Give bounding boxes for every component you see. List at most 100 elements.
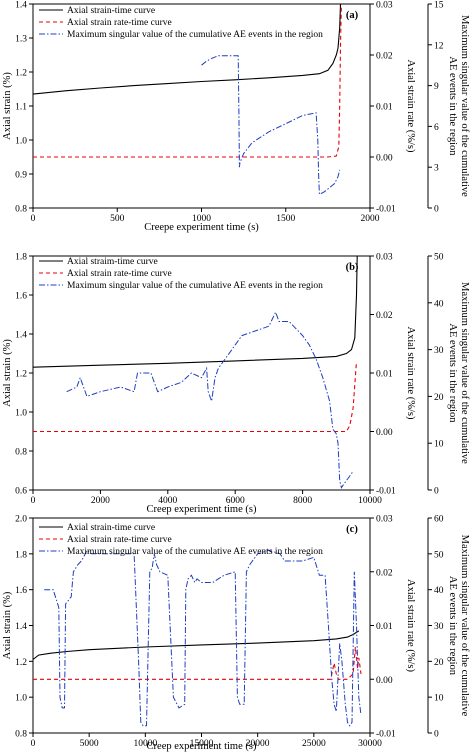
y-tick-label: 2.0: [15, 515, 27, 525]
y-tick-label: 0.9: [15, 171, 27, 181]
x-tick-label: 15000: [190, 739, 214, 749]
legend-entry-3: Maximum singular value of the cumulative…: [67, 29, 323, 40]
series-line-2: [33, 361, 358, 433]
y-tick-label: 1.3: [15, 35, 27, 45]
y-tick-label: 0.8: [15, 730, 27, 740]
series-line-3: [201, 55, 341, 196]
x-tick-label: 0: [31, 739, 36, 749]
y3-tick-label: 12: [434, 41, 444, 51]
series-line-3: [66, 310, 354, 489]
x-tick-label: 2000: [361, 214, 380, 224]
y-tick-label: 1.8: [15, 550, 27, 560]
y-tick-label: 1.6: [15, 586, 27, 596]
y3-tick-label: 0: [434, 205, 439, 215]
y3-tick-label: 3: [434, 164, 439, 174]
y2-tick-label: -0.01: [376, 205, 396, 215]
y2-tick-label: 0.00: [376, 428, 393, 438]
y2-axis-label: Axial strain rate (%/s): [405, 579, 416, 673]
x-tick-label: 0: [31, 496, 36, 506]
legend-entry-1: Axial strain-time curve: [67, 6, 155, 16]
y-tick-label: 1.8: [15, 253, 27, 263]
y-axis-label: Axial strain (%): [2, 72, 13, 140]
y-tick-label: 0.8: [15, 205, 27, 215]
series-line-1: [32, 630, 360, 660]
y2-tick-label: 0.02: [376, 568, 393, 578]
y3-axis-label-line2: AE events in the region: [447, 576, 458, 676]
legend-entry-2: Axial strain rate-time curve: [67, 18, 172, 28]
x-tick-label: 5000: [80, 739, 99, 749]
x-tick-label: 2000: [91, 496, 110, 506]
y3-tick-label: 30: [434, 346, 444, 356]
y2-tick-label: 0.01: [376, 103, 393, 113]
legend-entry-1: Axial straim-time curve: [67, 257, 158, 267]
y3-tick-label: 15: [434, 1, 444, 11]
legend-entry-3: Maximum singular value of the cumulative…: [67, 280, 323, 291]
x-axis-label: Creepe experiment time (s): [144, 222, 259, 233]
y3-tick-label: 30: [434, 622, 444, 632]
series-line-2: [33, 646, 362, 680]
y3-axis-label-line1: Maximum singular value of the cumulative: [459, 15, 470, 197]
x-tick-label: 1000: [192, 214, 211, 224]
chart-panel-c: 0 5000 10000 15000 20000 25000 30000 0.8 1.0 1.2 1…: [2, 515, 470, 753]
y-tick-label: 1.0: [15, 137, 27, 147]
y-tick-label: 1.2: [15, 69, 27, 79]
y2-tick-label: -0.01: [376, 487, 396, 497]
y2-tick-label: 0.00: [376, 154, 393, 164]
x-tick-label: 4000: [158, 496, 177, 506]
y2-axis-label: Axial strain rate (%/s): [405, 59, 416, 153]
y-tick-label: 1.4: [15, 622, 27, 632]
y3-axis-label-line1: Maximum singular value of the cumulative: [459, 282, 470, 464]
legend-entry-2: Axial strain rate-time curve: [67, 535, 172, 545]
x-axis-label: Creep experiment time (s): [147, 741, 257, 752]
y2-tick-label: 0.03: [376, 1, 393, 11]
y2-tick-label: 0.00: [376, 676, 393, 686]
y3-tick-label: 9: [434, 82, 439, 92]
legend-entry-1: Axial strain-time curve: [67, 523, 155, 533]
x-tick-label: 10000: [358, 496, 382, 506]
y-axis-label: Axial strain (%): [2, 339, 13, 407]
x-tick-label: 8000: [293, 496, 312, 506]
y3-tick-label: 10: [434, 694, 444, 704]
y2-tick-label: 0.02: [376, 52, 393, 62]
y3-axis-label-line2: AE events in the region: [447, 56, 458, 156]
y3-tick-label: 50: [434, 550, 444, 560]
y3-axis-label-line2: AE events in the region: [447, 323, 458, 423]
y-tick-label: 1.2: [15, 370, 27, 380]
chart-panel-b: 0 2000 4000 6000 8000 10000 0.6 0.8 1.0 1.2 1.4 1.6…: [2, 253, 470, 516]
y-tick-label: 1.4: [15, 331, 27, 341]
plot-frame: [32, 255, 371, 491]
panel-label: (b): [346, 262, 359, 273]
x-tick-label: 25000: [302, 739, 326, 749]
y2-tick-label: 0.02: [376, 311, 393, 321]
y3-tick-label: 0: [434, 487, 439, 497]
y2-tick-label: 0.03: [376, 253, 393, 263]
y2-tick-label: 0.01: [376, 370, 393, 380]
x-tick-label: 30000: [358, 739, 382, 749]
y-tick-label: 1.6: [15, 292, 27, 302]
series-line-3: [44, 549, 362, 727]
y-axis-label: Axial strain (%): [2, 591, 13, 659]
y3-tick-label: 60: [434, 515, 444, 525]
x-axis-label: Creep experiment time (s): [147, 504, 257, 515]
x-tick-label: 6000: [226, 496, 245, 506]
y2-tick-label: 0.01: [376, 622, 393, 632]
x-tick-label: 20000: [246, 739, 270, 749]
x-tick-label: 1500: [276, 214, 295, 224]
series-line-1: [32, 3, 342, 95]
y-tick-label: 0.6: [15, 487, 27, 497]
chart-panel-a: 0 500 1000 1500 2000 0.8 0.9 1.0 1.1 1.2 1.3 1.4 -0.…: [2, 1, 470, 234]
series-line-2: [33, 3, 342, 158]
legend-entry-2: Axial strain rate-time curve: [67, 269, 172, 279]
y2-axis-label: Axial strain rate (%/s): [405, 326, 416, 420]
y3-tick-label: 0: [434, 730, 439, 740]
x-tick-label: 10000: [133, 739, 157, 749]
y3-tick-label: 40: [434, 586, 444, 596]
y3-tick-label: 20: [434, 658, 444, 668]
y3-tick-label: 40: [434, 299, 444, 309]
y2-tick-label: 0.03: [376, 515, 393, 525]
y3-axis-label-line1: Maximum singular value of the cumulative: [459, 535, 470, 717]
y-tick-label: 0.8: [15, 448, 27, 458]
panel-label: (a): [346, 10, 359, 21]
y3-tick-label: 50: [434, 253, 444, 263]
